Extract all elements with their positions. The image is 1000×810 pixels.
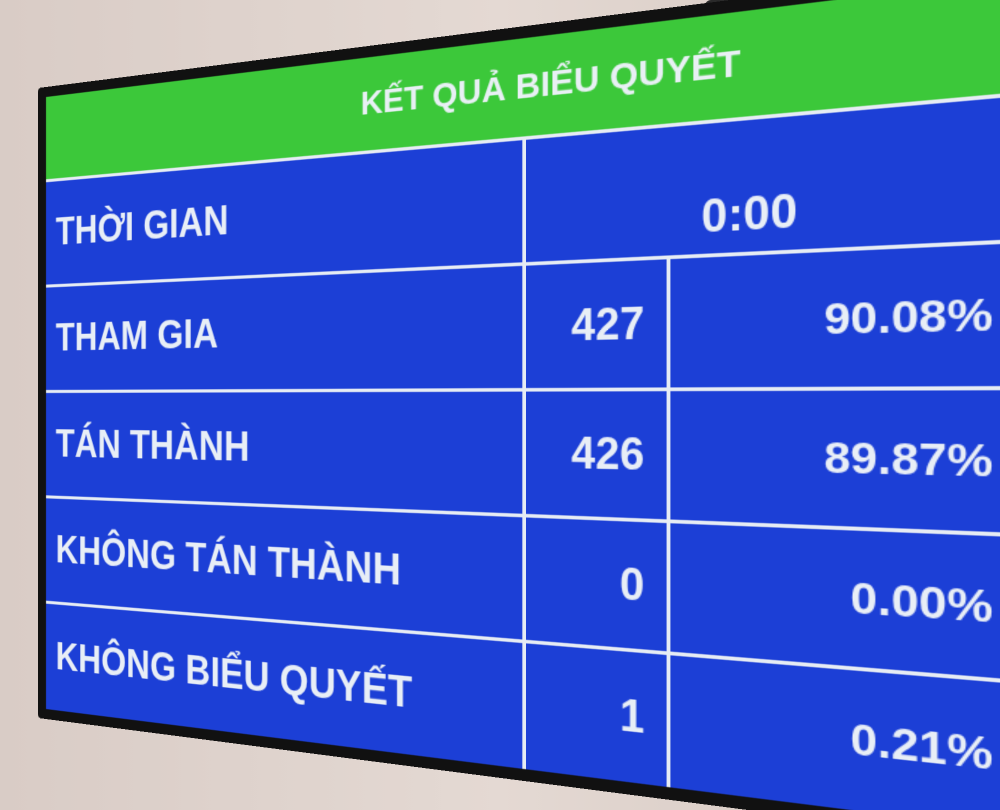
row-label: THAM GIA bbox=[46, 266, 526, 391]
row-count: 426 bbox=[525, 391, 671, 520]
row-percent: 90.08% bbox=[823, 288, 993, 345]
row-percent: 89.87% bbox=[823, 432, 993, 488]
row-count: 0 bbox=[525, 517, 671, 652]
row-count: 1 bbox=[525, 643, 671, 788]
row-label: TÁN THÀNH bbox=[46, 391, 526, 515]
row-percent: 0.21% bbox=[850, 714, 993, 781]
row-percent: 0.00% bbox=[850, 572, 993, 633]
row-count: 427 bbox=[525, 259, 671, 389]
voting-results-board: KẾT QUẢ BIỂU QUYẾT THỜI GIAN 0:00 THAM G… bbox=[46, 0, 1000, 810]
tv-display: KẾT QUẢ BIỂU QUYẾT THỜI GIAN 0:00 THAM G… bbox=[38, 0, 1000, 810]
